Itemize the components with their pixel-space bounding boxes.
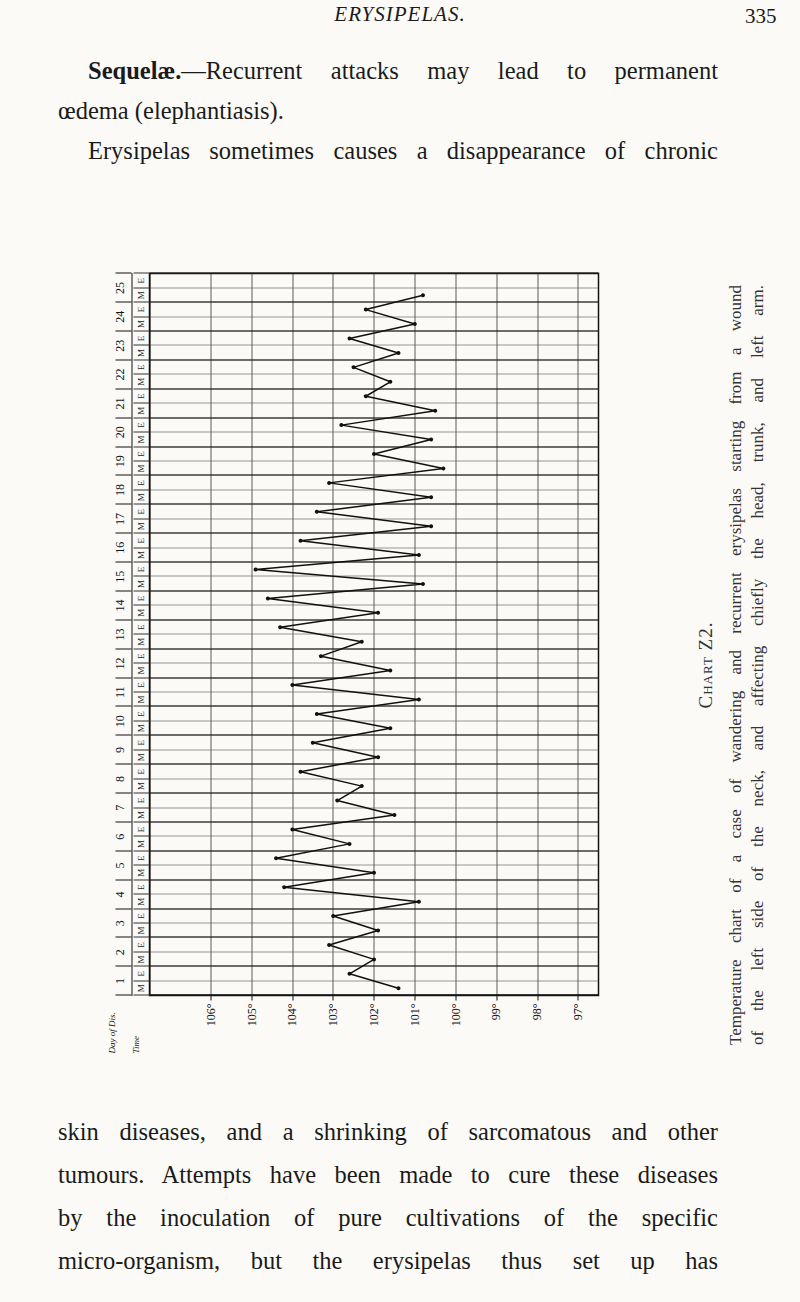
svg-text:20: 20 [113,426,127,438]
svg-text:M: M [136,522,146,530]
svg-text:6: 6 [113,834,127,840]
svg-text:E: E [136,855,146,861]
svg-text:19: 19 [113,455,127,467]
svg-text:98°: 98° [530,1003,544,1020]
html-text:of the left side of the neck,: of the left side of the neck, and affect… [748,285,767,1045]
svg-text:102°: 102° [367,1003,381,1026]
html-text:Temperature chart of a case of: Temperature chart of a case of wandering… [726,285,745,1045]
svg-text:E: E [136,624,146,630]
svg-text:25: 25 [113,282,127,294]
svg-text:M: M [136,782,146,790]
html-text:ERYSIPELAS.: ERYSIPELAS. [334,2,466,26]
svg-text:E: E [136,335,146,341]
svg-text:13: 13 [113,629,127,641]
svg-text:M: M [136,551,146,559]
html-text:micro-organism, but the erysip: micro-organism, but the erysipelas thus … [58,1247,718,1274]
svg-text:E: E [136,480,146,486]
svg-text:E: E [136,509,146,515]
svg-text:23: 23 [113,340,127,352]
svg-text:M: M [136,436,146,444]
svg-text:99°: 99° [489,1003,503,1020]
svg-text:17: 17 [113,513,127,525]
html-text:tumours. Attempts have been ma: tumours. Attempts have been made to cure… [58,1161,718,1188]
svg-text:E: E [136,682,146,688]
svg-text:18: 18 [113,484,127,496]
svg-text:E: E [136,537,146,543]
svg-text:M: M [136,291,146,299]
svg-text:15: 15 [113,571,127,583]
svg-text:21: 21 [113,397,127,409]
svg-text:E: E [136,393,146,399]
svg-text:E: E [136,711,146,717]
html-text:by the inoculation of pure cul: by the inoculation of pure cultivations … [58,1204,718,1231]
svg-text:M: M [136,840,146,848]
svg-text:M: M [136,724,146,732]
svg-text:E: E [136,364,146,370]
svg-text:M: M [136,984,146,992]
svg-text:E: E [136,797,146,803]
svg-text:9: 9 [113,747,127,753]
svg-text:E: E [136,768,146,774]
svg-text:101°: 101° [408,1003,422,1026]
svg-text:100°: 100° [449,1003,463,1026]
svg-text:M: M [136,667,146,675]
svg-text:E: E [136,740,146,746]
svg-text:M: M [136,869,146,877]
svg-text:106°: 106° [204,1003,218,1026]
svg-text:E: E [136,277,146,283]
html-text:skin diseases, and a shrinking: skin diseases, and a shrinking of sarcom… [58,1118,718,1145]
svg-text:E: E [136,306,146,312]
svg-text:E: E [136,884,146,890]
svg-text:10: 10 [113,715,127,727]
svg-text:M: M [136,753,146,761]
svg-text:E: E [136,971,146,977]
svg-text:103°: 103° [326,1003,340,1026]
svg-text:12: 12 [113,657,127,669]
svg-text:M: M [136,811,146,819]
html-text:Chart Z2.: Chart Z2. [695,621,716,709]
svg-text:M: M [136,695,146,703]
html-text:Sequelæ. —Recurrent attacks ma: Sequelæ. —Recurrent attacks may lead to … [88,57,718,84]
svg-text:3: 3 [113,920,127,926]
html-text:Erysipelas sometimes causes a: Erysipelas sometimes causes a disappeara… [88,137,718,164]
html-text:335: 335 [745,4,777,28]
svg-text:M: M [136,927,146,935]
svg-text:105°: 105° [245,1003,259,1026]
svg-text:E: E [136,595,146,601]
svg-text:M: M [136,320,146,328]
svg-text:E: E [136,566,146,572]
svg-text:M: M [136,493,146,501]
svg-text:M: M [136,638,146,646]
svg-text:24: 24 [113,311,127,323]
svg-text:M: M [136,378,146,386]
svg-text:E: E [136,451,146,457]
svg-text:4: 4 [113,891,127,897]
svg-text:1: 1 [113,978,127,984]
svg-text:104°: 104° [285,1003,299,1026]
svg-text:7: 7 [113,805,127,811]
svg-text:M: M [136,898,146,906]
svg-text:16: 16 [113,542,127,554]
svg-text:Day of Dis.: Day of Dis. [107,1012,117,1054]
svg-text:8: 8 [113,776,127,782]
html-text:œdema (elephantiasis).: œdema (elephantiasis). [58,97,284,124]
svg-text:E: E [136,942,146,948]
svg-text:E: E [136,422,146,428]
svg-text:M: M [136,955,146,963]
svg-text:22: 22 [113,369,127,381]
svg-text:M: M [136,407,146,415]
svg-text:97°: 97° [571,1003,585,1020]
svg-text:5: 5 [113,863,127,869]
svg-text:2: 2 [113,949,127,955]
svg-text:M: M [136,609,146,617]
svg-text:M: M [136,464,146,472]
svg-text:Time: Time [131,1036,141,1054]
svg-text:E: E [136,826,146,832]
svg-text:E: E [136,653,146,659]
svg-text:E: E [136,913,146,919]
svg-text:14: 14 [113,600,127,612]
svg-text:M: M [136,580,146,588]
svg-text:11: 11 [113,686,127,698]
svg-text:M: M [136,349,146,357]
